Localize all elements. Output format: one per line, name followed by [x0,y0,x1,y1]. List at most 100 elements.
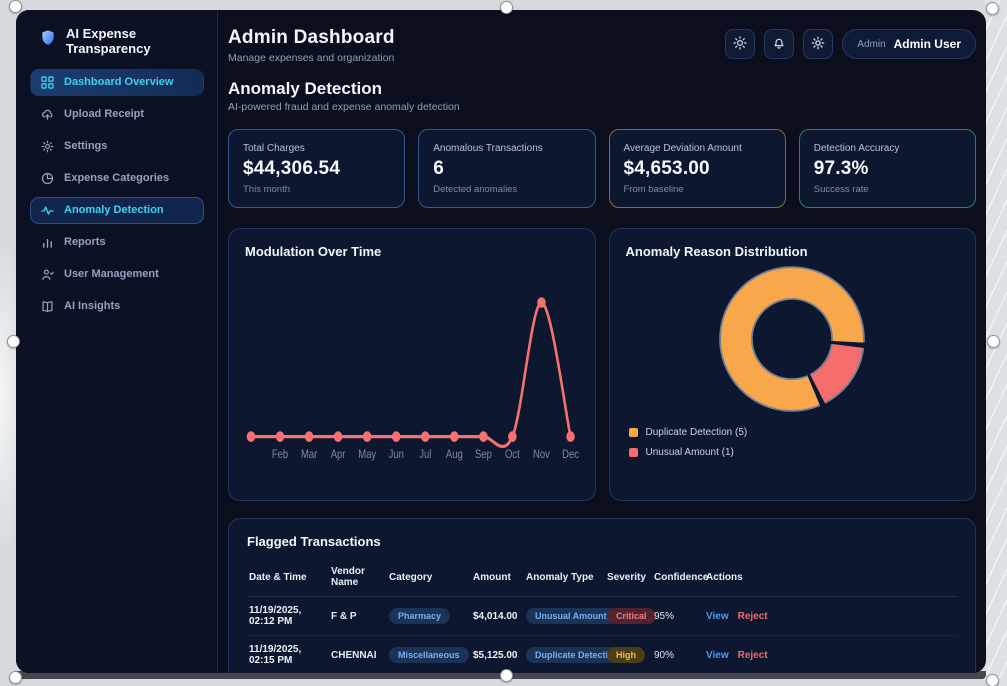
cell-confidence: 95% [652,596,704,636]
resize-handle-bottom-left[interactable] [9,671,22,684]
topbar-actions: Admin Admin User [725,29,976,59]
flagged-transactions-table: Date & Time Vendor Name Category Amount Anom… [247,560,957,673]
cell-amount: $5,125.00 [471,635,524,673]
activity-icon [41,204,54,217]
sidebar-item-label: Dashboard Overview [64,76,174,89]
column-header: Category [387,560,471,597]
sidebar-item-ai-insights[interactable]: AI Insights [30,293,204,320]
stat-label: Detection Accuracy [813,143,900,154]
resize-handle-top-left[interactable] [9,0,22,13]
sidebar-item-label: Expense Categories [64,172,170,185]
brand-name: AI Expense Transparency [66,26,151,56]
svg-text:Apr: Apr [331,448,346,461]
sidebar-item-label: Reports [64,236,106,249]
main-content: Admin Dashboard Manage expenses and orga… [218,10,986,673]
stat-label: Total Charges [243,143,305,154]
donut-legend: Duplicate Detection (5) Unusual Amount (… [626,427,960,458]
section-subtitle: AI-powered fraud and expense anomaly det… [228,101,460,113]
settings-button[interactable] [803,29,834,59]
bell-icon [772,36,786,53]
column-header: Vendor Name [329,560,387,597]
sidebar-item-dashboard-overview[interactable]: Dashboard Overview [30,68,204,96]
svg-text:Nov: Nov [533,448,550,461]
stat-sub: Success rate [813,184,869,195]
stat-sub: This month [243,184,290,195]
resize-handle-top-right[interactable] [986,2,999,15]
donut-chart [719,266,865,412]
cell-actions: View Reject [704,635,957,673]
line-chart: Feb Mar Apr May Jun Jul Aug Sep Oct Nov Dec [246,297,579,461]
view-link[interactable]: View [706,610,729,622]
svg-text:Jul: Jul [419,448,431,461]
category-badge: Pharmacy [389,608,451,624]
stat-value: 97.3% [813,158,869,179]
section-title: Anomaly Detection [228,79,382,98]
severity-badge: Critical [607,608,656,624]
svg-text:May: May [358,448,376,461]
cell-anomaly: Duplicate Detection [524,635,629,673]
section-heading: Anomaly Detection AI-powered fraud and e… [228,79,976,113]
flagged-transactions-title: Flagged Transactions [247,534,381,549]
sun-icon [733,35,747,53]
brand: AI Expense Transparency [30,26,204,57]
book-icon [41,300,54,313]
sidebar-item-anomaly-detection[interactable]: Anomaly Detection [30,196,204,224]
resize-handle-bottom-right[interactable] [986,674,999,686]
svg-text:Feb: Feb [272,448,288,461]
legend-label: Duplicate Detection (5) [645,427,748,438]
column-header: Amount [471,560,524,597]
anomaly-type-badge: Duplicate Detection [526,647,629,663]
flagged-transactions-card: Flagged Transactions Date & Time Vendor N… [228,518,976,673]
resize-handle-middle-right[interactable] [987,335,1000,348]
cell-date: 11/19/2025, 02:12 PM [247,596,329,636]
charts-row: Modulation Over Time Feb Mar Apr May Jun Jul A… [228,228,976,501]
theme-toggle-button[interactable] [725,29,756,59]
page-subtitle: Manage expenses and organization [228,52,395,64]
sidebar-item-label: User Management [64,268,159,281]
resize-handle-bottom-center[interactable] [500,669,513,682]
resize-handle-top-center[interactable] [500,1,513,14]
sidebar-item-user-management[interactable]: User Management [30,261,204,288]
sidebar: AI Expense Transparency Dashboard Overvi… [16,10,218,673]
stat-value: 6 [433,158,445,179]
stat-value: $44,306.54 [243,158,341,179]
view-link[interactable]: View [706,649,729,661]
table-body: 11/19/2025, 02:12 PM F & P Pharmacy $4,0… [247,596,957,673]
column-header: Confidence [652,560,708,597]
shield-icon [39,29,57,47]
page-heading: Admin Dashboard Manage expenses and orga… [228,27,395,64]
gear-icon [41,140,54,153]
category-badge: Miscellaneous [389,647,469,663]
legend-item: Duplicate Detection (5) [628,427,960,438]
sidebar-item-settings[interactable]: Settings [30,133,204,160]
sidebar-item-expense-categories[interactable]: Expense Categories [30,165,204,192]
cell-category: Miscellaneous [387,635,471,673]
notifications-button[interactable] [764,29,795,59]
user-icon [41,268,54,281]
reject-link[interactable]: Reject [737,610,768,622]
table-row: 11/19/2025, 02:15 PM CHENNAI Miscellaneo… [247,635,957,673]
sidebar-item-label: Anomaly Detection [64,204,164,217]
reject-link[interactable]: Reject [737,649,768,661]
resize-handle-middle-left[interactable] [7,335,20,348]
sidebar-item-label: AI Insights [64,300,121,313]
sidebar-item-reports[interactable]: Reports [30,229,204,256]
column-header: Date & Time [247,560,329,597]
stat-card: Anomalous Transactions 6 Detected anomal… [418,129,596,208]
legend-item: Unusual Amount (1) [628,447,960,458]
line-chart-title: Modulation Over Time [245,244,382,259]
cell-severity: High [605,635,652,673]
sidebar-item-upload-receipt[interactable]: Upload Receipt [30,101,204,128]
bar-chart-icon [41,236,54,249]
table-row: 11/19/2025, 02:12 PM F & P Pharmacy $4,0… [247,596,957,636]
svg-text:Jun: Jun [389,448,404,461]
gear-icon [811,36,825,53]
user-menu[interactable]: Admin Admin User [842,29,976,59]
user-name-label: Admin User [893,37,961,51]
sidebar-nav: Dashboard Overview Upload Receipt Settin… [30,68,204,320]
svg-text:Mar: Mar [301,448,318,461]
stat-value: $4,653.00 [623,158,710,179]
table-header-row: Date & Time Vendor Name Category Amount Anom… [247,560,957,597]
stat-label: Anomalous Transactions [433,143,543,154]
stat-card: Total Charges $44,306.54 This month [228,129,406,208]
